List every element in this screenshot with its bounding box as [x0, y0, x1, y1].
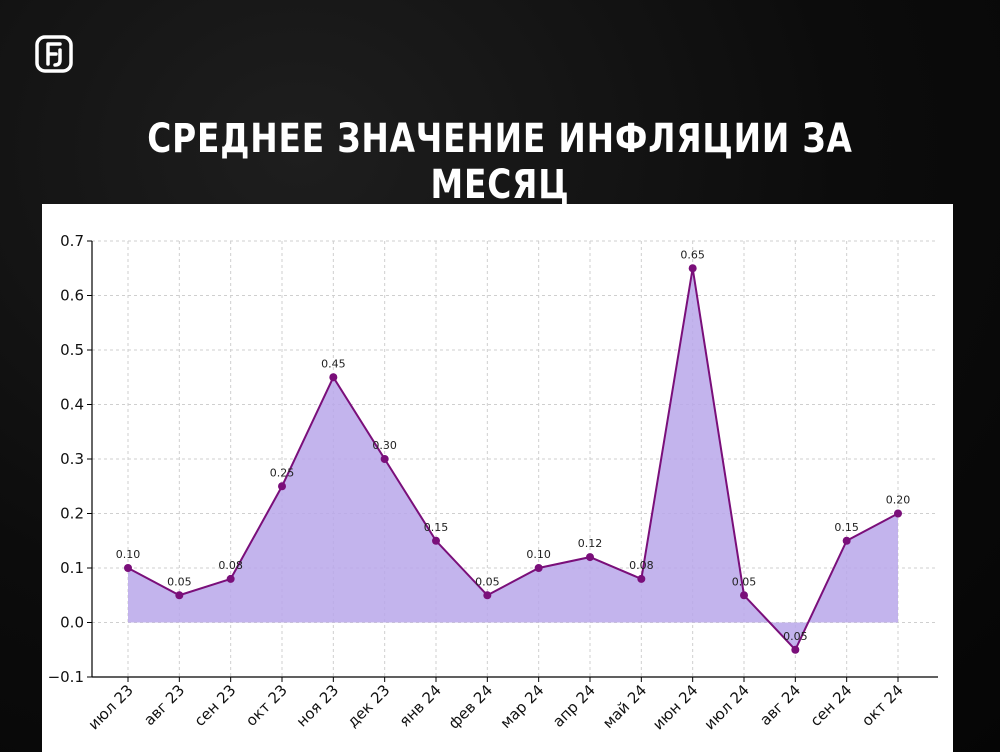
y-tick-label: 0.7	[60, 232, 84, 250]
data-point	[432, 536, 440, 545]
data-label: 0.25	[270, 466, 295, 479]
x-tick-label: сен 24	[807, 681, 856, 730]
x-tick-label: дек 23	[344, 681, 394, 731]
data-point	[278, 482, 286, 491]
x-tick-label: ноя 23	[293, 681, 342, 730]
data-label: 0.05	[167, 575, 192, 588]
data-point	[483, 591, 492, 600]
data-point	[124, 564, 132, 572]
data-point	[380, 455, 389, 463]
y-tick-label: −0.1	[48, 668, 84, 686]
x-tick-label: апр 24	[549, 681, 599, 731]
series-line-path	[127, 268, 899, 652]
data-point	[842, 536, 851, 545]
data-label: 0.05	[475, 575, 500, 588]
data-label: 0.12	[578, 537, 603, 550]
y-tick-label: 0.5	[60, 341, 84, 359]
x-tick-labels: июл 23 авг 23 сен 23 окт 23 ноя 23 дек 23 янв …	[85, 681, 907, 733]
data-label: 0.30	[372, 439, 397, 452]
x-tick-label: фев 24	[445, 681, 496, 732]
x-tick-label: июл 24	[701, 681, 753, 733]
data-point	[740, 591, 748, 600]
data-point	[226, 574, 235, 583]
x-tick-label: янв 24	[396, 681, 445, 730]
data-label: 0.20	[886, 494, 911, 507]
x-tick-label: окт 24	[858, 681, 907, 730]
x-tick-label: авг 24	[756, 681, 804, 729]
data-label: 0.65	[680, 248, 705, 261]
data-point	[175, 591, 184, 600]
axes	[87, 240, 938, 682]
y-tick-label: 0.3	[60, 450, 84, 468]
data-label: 0.05	[732, 575, 757, 588]
x-tick-label: авг 23	[140, 681, 188, 729]
area-fill	[128, 268, 898, 650]
data-point	[534, 564, 543, 572]
x-tick-label: мар 24	[497, 681, 548, 732]
data-label: 0.15	[834, 521, 859, 534]
chart-panel: 0.10 0.05 0.08 0.25 0.45 0.30 0.15 0.05 0.10 0.12…	[42, 204, 953, 752]
data-labels: 0.10 0.05 0.08 0.25 0.45 0.30 0.15 0.05 0.10 0.12…	[116, 248, 911, 643]
data-point	[637, 574, 646, 583]
data-label: 0.10	[116, 548, 141, 561]
data-point	[586, 553, 594, 562]
y-tick-label: 0.4	[60, 396, 84, 414]
page-title: СРЕДНЕЕ ЗНАЧЕНИЕ ИНФЛЯЦИИ ЗА МЕСЯЦ	[147, 116, 853, 208]
data-point	[894, 509, 902, 518]
x-tick-label: июл 23	[85, 681, 137, 733]
data-label: 0.08	[629, 559, 654, 572]
series-points	[124, 264, 902, 654]
data-point	[688, 264, 697, 273]
data-label: 0.45	[321, 357, 346, 370]
data-label: 0.10	[526, 548, 551, 561]
y-tick-label: 0.6	[60, 287, 84, 305]
y-tick-label: 0.0	[60, 614, 84, 632]
data-label: 0.05	[783, 630, 808, 643]
series-line	[127, 268, 899, 652]
x-tick-label: окт 23	[242, 681, 291, 730]
data-label: 0.15	[424, 521, 449, 534]
x-tick-label: июн 24	[649, 681, 701, 733]
fj-logo-icon	[34, 34, 74, 74]
data-label: 0.08	[218, 559, 243, 572]
y-tick-label: 0.1	[60, 559, 84, 577]
inflation-chart: 0.10 0.05 0.08 0.25 0.45 0.30 0.15 0.05 0.10 0.12…	[48, 232, 938, 733]
x-tick-label: май 24	[599, 681, 650, 732]
data-point	[329, 373, 338, 382]
y-tick-label: 0.2	[60, 505, 84, 523]
y-tick-labels: −0.1 0.0 0.1 0.2 0.3 0.4 0.5 0.6 0.7	[48, 232, 84, 686]
x-tick-label: сен 23	[191, 681, 240, 730]
series-area	[128, 268, 898, 650]
data-point	[791, 645, 800, 654]
